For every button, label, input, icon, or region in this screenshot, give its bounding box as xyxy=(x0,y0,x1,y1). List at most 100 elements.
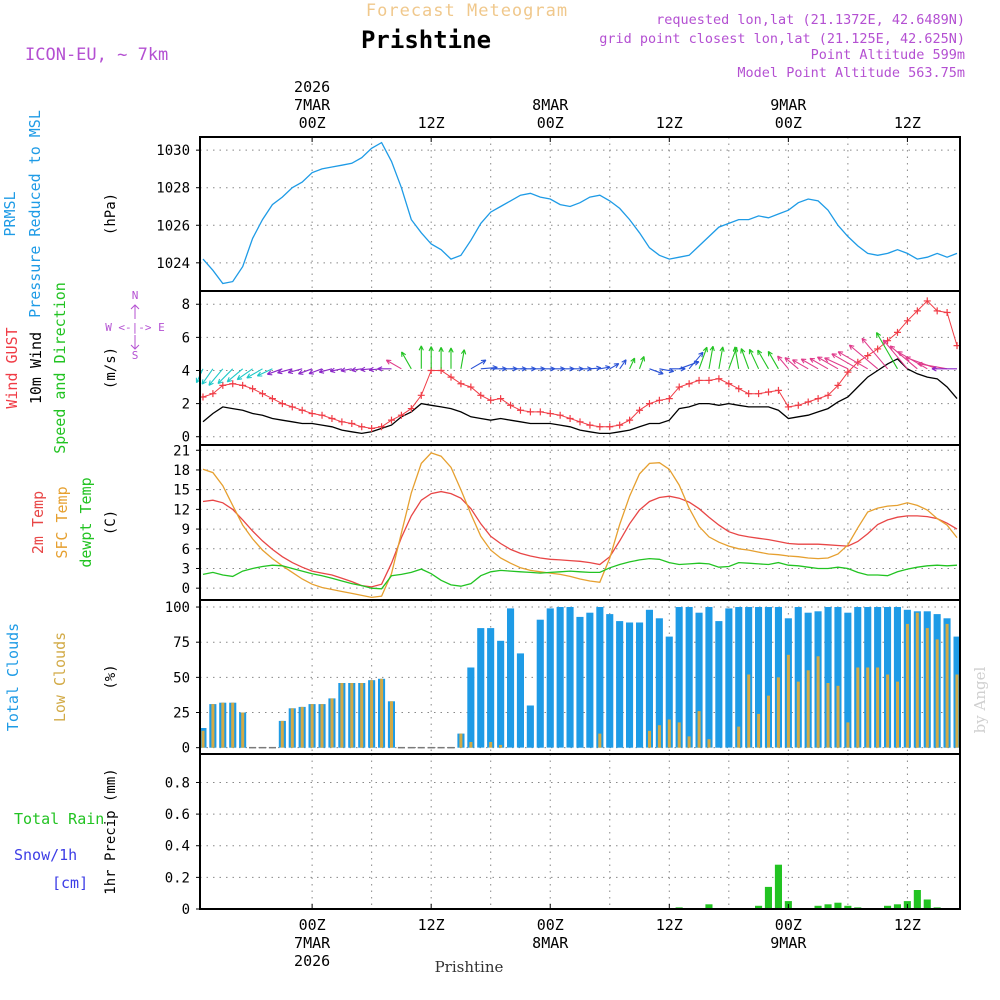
low-cloud-bar xyxy=(757,713,761,748)
gust-marker xyxy=(893,328,901,336)
bottom-time-label: 2026 xyxy=(294,952,330,970)
low-cloud-bar xyxy=(499,744,503,748)
wind-arrow xyxy=(629,357,636,370)
y-tick-label: 25 xyxy=(173,706,190,722)
y-tick-label: 1030 xyxy=(156,143,190,159)
wind-arrow xyxy=(708,345,715,369)
wind-arrow xyxy=(784,357,799,370)
rain-bar xyxy=(913,890,921,909)
y-tick-label: 0 xyxy=(182,581,190,597)
wind-arrow xyxy=(448,347,454,369)
wind-arrow xyxy=(767,350,779,370)
panel-label-pressure-1: Pressure Reduced to MSL xyxy=(26,110,44,318)
total-cloud-bar xyxy=(774,607,782,748)
y-tick-label: 0 xyxy=(182,741,190,757)
rain-bar xyxy=(814,905,822,909)
low-cloud-bar xyxy=(370,680,374,748)
wind-arrow xyxy=(256,368,273,377)
total-cloud-bar xyxy=(616,621,624,748)
bottom-time-label: 9MAR xyxy=(770,934,807,952)
gust-marker xyxy=(586,421,594,429)
low-cloud-bar xyxy=(687,736,691,748)
total-cloud-bar xyxy=(497,640,505,748)
y-tick-label: 4 xyxy=(182,363,190,379)
wind-arrow xyxy=(428,346,434,369)
bottom-time-label: 8MAR xyxy=(532,934,569,952)
top-time-label: 12Z xyxy=(894,114,921,132)
title-faint: Forecast Meteogram xyxy=(366,1,568,21)
gust-marker xyxy=(457,380,465,388)
wind-arrow xyxy=(329,367,343,374)
gust-marker xyxy=(259,390,267,398)
rain-bar xyxy=(774,864,782,909)
total-cloud-bar xyxy=(824,607,832,748)
total-cloud-bar xyxy=(665,636,673,748)
gust-marker xyxy=(626,416,634,424)
y-tick-label: 0.6 xyxy=(165,807,190,823)
rain-bar xyxy=(764,886,772,909)
low-cloud-bar xyxy=(896,681,899,748)
gust-marker xyxy=(913,307,921,315)
gust-marker xyxy=(675,383,683,391)
gust-marker xyxy=(268,395,276,403)
total-cloud-bar xyxy=(645,609,653,748)
gust-marker xyxy=(487,396,495,404)
gust-marker xyxy=(229,380,237,388)
panel-frame-precip xyxy=(199,753,961,910)
wind-arrow xyxy=(679,360,700,370)
gust-marker xyxy=(467,383,475,391)
y-tick-label: 15 xyxy=(173,483,190,499)
gust-marker xyxy=(755,390,763,398)
gust-marker xyxy=(526,408,534,416)
wind-arrow xyxy=(837,351,868,370)
low-cloud-bar xyxy=(767,695,770,748)
low-cloud-bar xyxy=(796,681,800,748)
gust-marker xyxy=(874,345,882,353)
total-cloud-bar xyxy=(546,608,554,748)
station-title: Prishtine xyxy=(361,26,491,54)
wind-arrow xyxy=(277,368,293,375)
sfc-temp-line xyxy=(202,452,958,599)
gust-marker xyxy=(556,411,564,419)
wind-arrow xyxy=(308,368,323,375)
wind-arrow xyxy=(217,368,234,385)
gust-marker xyxy=(705,376,713,384)
gust-marker xyxy=(804,398,812,406)
precip-legend-rain: Total Rain xyxy=(14,810,104,828)
y-tick-label: 8 xyxy=(182,297,190,313)
low-cloud-bar xyxy=(836,685,840,748)
gust-marker xyxy=(219,381,227,389)
gust-marker xyxy=(308,410,316,418)
total-cloud-bar xyxy=(626,622,634,748)
gust-marker xyxy=(407,405,415,413)
top-time-label: 7MAR xyxy=(294,96,331,114)
gust-marker xyxy=(397,411,405,419)
low-cloud-bar xyxy=(390,701,393,748)
y-unit-label-precip: 1hr Precip (mm) xyxy=(103,768,119,894)
wind-arrow xyxy=(875,332,898,370)
precip-legend-cm: [cm] xyxy=(52,874,88,892)
compass-n: N xyxy=(132,289,139,302)
wind-arrow xyxy=(638,356,646,369)
gust-marker xyxy=(497,395,505,403)
compass-we: W <-|-> E xyxy=(105,321,165,334)
gust-marker xyxy=(735,385,743,393)
bottom-time-label: 12Z xyxy=(656,916,683,934)
bottom-time-label: 00Z xyxy=(775,916,802,934)
low-cloud-bar xyxy=(360,683,364,748)
gust-marker xyxy=(725,380,733,388)
low-cloud-bar xyxy=(231,702,235,748)
low-cloud-bar xyxy=(221,702,225,748)
panel-precip: 0 0.2 0.4 0.6 0.8 Total Rain Snow/1h [cm] 1hr Pr… xyxy=(14,753,961,918)
precip-legend-snow: Snow/1h xyxy=(14,846,77,864)
rain-bar xyxy=(834,902,842,909)
low-cloud-bar xyxy=(955,674,959,748)
wind-arrow xyxy=(931,366,957,372)
total-cloud-bar xyxy=(467,667,475,748)
gust-marker xyxy=(665,395,673,403)
wind-arrow xyxy=(609,363,620,370)
gust-marker xyxy=(943,309,951,317)
gust-marker xyxy=(576,418,584,426)
low-cloud-bar xyxy=(856,667,860,748)
gust-marker xyxy=(596,423,604,431)
